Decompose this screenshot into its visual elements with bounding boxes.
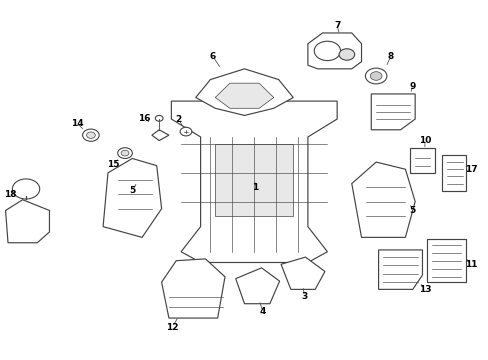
Text: 5: 5: [129, 186, 135, 195]
Circle shape: [314, 41, 340, 60]
Circle shape: [86, 132, 95, 138]
Polygon shape: [235, 268, 279, 304]
Polygon shape: [378, 250, 422, 289]
Circle shape: [121, 150, 129, 156]
Circle shape: [365, 68, 386, 84]
Polygon shape: [351, 162, 414, 237]
Text: 16: 16: [138, 114, 150, 123]
Text: 10: 10: [418, 136, 430, 145]
Polygon shape: [441, 155, 466, 191]
Polygon shape: [5, 200, 49, 243]
Text: 8: 8: [387, 52, 393, 61]
Text: 13: 13: [418, 285, 430, 294]
Polygon shape: [281, 257, 325, 289]
Circle shape: [180, 127, 191, 136]
Circle shape: [82, 129, 99, 141]
Text: 3: 3: [301, 292, 307, 301]
Polygon shape: [427, 239, 466, 282]
Circle shape: [338, 49, 354, 60]
Polygon shape: [161, 259, 224, 318]
Polygon shape: [215, 83, 273, 108]
Text: 18: 18: [4, 190, 17, 199]
Text: 6: 6: [209, 52, 216, 61]
Polygon shape: [152, 130, 168, 140]
Text: 4: 4: [259, 307, 265, 316]
Polygon shape: [370, 94, 414, 130]
Circle shape: [12, 179, 40, 199]
Circle shape: [155, 116, 163, 121]
Text: 11: 11: [464, 260, 476, 269]
Text: 1: 1: [252, 183, 258, 192]
Text: 17: 17: [464, 165, 477, 174]
Circle shape: [369, 72, 381, 80]
Text: 2: 2: [175, 114, 182, 123]
Text: 14: 14: [71, 119, 83, 128]
Text: 5: 5: [409, 206, 415, 215]
Text: 12: 12: [166, 323, 178, 332]
Polygon shape: [195, 69, 293, 116]
Polygon shape: [409, 148, 434, 173]
Polygon shape: [307, 33, 361, 69]
Polygon shape: [103, 158, 161, 237]
Polygon shape: [171, 101, 336, 262]
Circle shape: [118, 148, 132, 158]
Polygon shape: [215, 144, 293, 216]
Text: 7: 7: [333, 21, 340, 30]
Text: 15: 15: [106, 160, 119, 169]
Text: 9: 9: [409, 82, 415, 91]
